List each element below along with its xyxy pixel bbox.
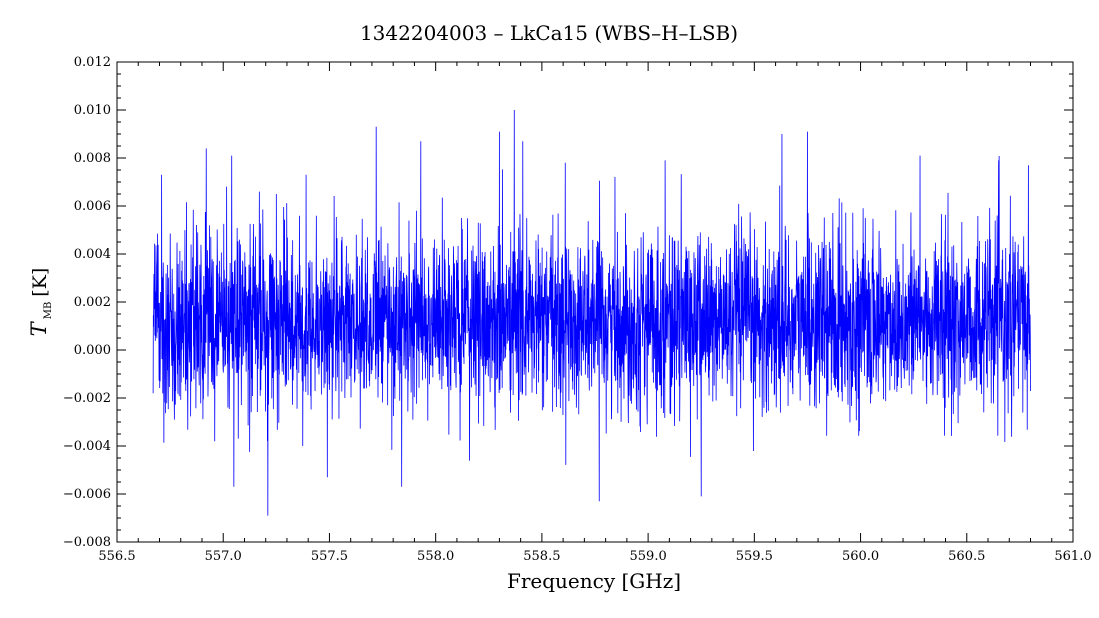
y-tick-label: 0.000	[74, 343, 111, 358]
y-axis-unit: [K]	[29, 268, 51, 297]
x-tick-label: 558.5	[523, 549, 560, 564]
x-tick-label: 557.5	[311, 549, 348, 564]
y-axis-subscript: MB	[43, 302, 54, 320]
chart-title: 1342204003 – LkCa15 (WBS–H–LSB)	[360, 21, 738, 45]
y-tick-label: −0.008	[63, 535, 111, 550]
x-tick-label: 561.0	[1054, 549, 1091, 564]
svg-text:TMB[K]: TMB [K]	[27, 268, 54, 337]
y-tick-label: −0.006	[63, 487, 111, 502]
y-tick-label: 0.006	[74, 199, 111, 214]
y-axis-label: TMB [K]	[27, 268, 54, 337]
y-axis-symbol: T	[27, 320, 51, 336]
x-tick-label: 559.0	[630, 549, 667, 564]
x-tick-label: 556.5	[98, 549, 135, 564]
y-tick-label: 0.012	[74, 55, 111, 70]
axis-ticks	[116, 61, 1074, 543]
x-tick-label: 557.0	[205, 549, 242, 564]
y-tick-label: 0.008	[74, 151, 111, 166]
x-tick-label: 560.0	[842, 549, 879, 564]
y-tick-label: −0.004	[63, 439, 111, 454]
x-tick-label: 560.5	[948, 549, 985, 564]
spectrum-line	[152, 109, 1031, 516]
y-tick-label: −0.002	[63, 391, 111, 406]
y-tick-label: 0.004	[74, 247, 111, 262]
tick-labels: 556.5 557.0 557.5 558.0 558.5 559.0 559.5 560.0…	[63, 55, 1092, 564]
x-tick-label: 559.5	[736, 549, 773, 564]
x-axis-label: Frequency [GHz]	[507, 569, 681, 593]
series-layer	[152, 109, 1031, 516]
y-tick-label: 0.002	[74, 295, 111, 310]
x-tick-label: 558.0	[417, 549, 454, 564]
y-tick-label: 0.010	[74, 103, 111, 118]
